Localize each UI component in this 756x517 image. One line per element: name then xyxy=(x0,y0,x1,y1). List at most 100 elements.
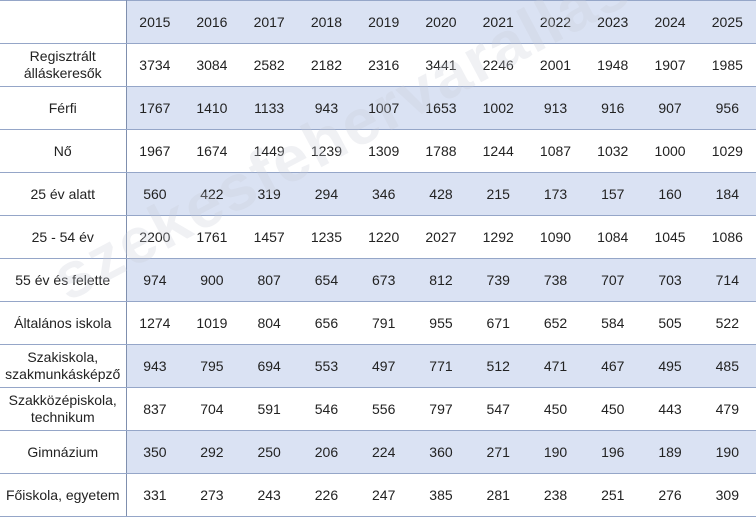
value-cell: 1292 xyxy=(469,215,527,259)
table-row: 55 év és felette 974 900 807 654 673 812 739 738… xyxy=(0,258,756,302)
row-label-line: szakmunkásképző xyxy=(5,366,121,382)
row-label: Nő xyxy=(0,129,127,173)
value-cell: 956 xyxy=(698,86,756,130)
value-cell: 1086 xyxy=(698,215,756,259)
value-cell: 673 xyxy=(355,258,413,302)
value-cell: 1032 xyxy=(584,129,642,173)
value-cell: 196 xyxy=(584,430,642,474)
value-cell: 3734 xyxy=(126,43,184,87)
year-header: 2022 xyxy=(526,0,585,44)
value-cell: 1133 xyxy=(240,86,298,130)
value-cell: 271 xyxy=(469,430,527,474)
row-label-line: Szakiskola, xyxy=(27,349,99,365)
year-header: 2020 xyxy=(412,0,470,44)
value-cell: 485 xyxy=(698,344,756,388)
row-label: 25 év alatt xyxy=(0,172,127,216)
row-label-line: Főiskola, egyetem xyxy=(5,486,120,503)
value-cell: 1045 xyxy=(641,215,699,259)
row-label-line: Szakközépiskola, xyxy=(8,392,117,408)
value-cell: 189 xyxy=(641,430,699,474)
value-cell: 694 xyxy=(240,344,298,388)
value-cell: 360 xyxy=(412,430,470,474)
value-cell: 1761 xyxy=(183,215,241,259)
row-label-line: 55 év és felette xyxy=(15,271,111,288)
value-cell: 2200 xyxy=(126,215,184,259)
row-label: Gimnázium xyxy=(0,430,127,474)
value-cell: 591 xyxy=(240,387,298,431)
value-cell: 497 xyxy=(355,344,413,388)
value-cell: 1674 xyxy=(183,129,241,173)
value-cell: 1007 xyxy=(355,86,413,130)
year-header: 2018 xyxy=(297,0,356,44)
row-label-line: technikum xyxy=(30,409,95,425)
table-row: Férfi 1767 1410 1133 943 1007 1653 1002 913 916 90… xyxy=(0,86,756,130)
value-cell: 206 xyxy=(297,430,356,474)
value-cell: 1220 xyxy=(355,215,413,259)
row-label-line: álláskeresők xyxy=(23,65,102,81)
value-cell: 671 xyxy=(469,301,527,345)
value-cell: 547 xyxy=(469,387,527,431)
value-cell: 837 xyxy=(126,387,184,431)
row-label-line: 25 - 54 év xyxy=(31,228,94,245)
value-cell: 350 xyxy=(126,430,184,474)
row-label: 25 - 54 év xyxy=(0,215,127,259)
year-header: 2024 xyxy=(641,0,699,44)
value-cell: 215 xyxy=(469,172,527,216)
row-label-line: Férfi xyxy=(48,99,77,116)
value-cell: 1309 xyxy=(355,129,413,173)
table-row: Főiskola, egyetem 331 273 243 226 247 385 281 23… xyxy=(0,473,756,517)
row-label: Szakiskola, szakmunkásképző xyxy=(0,344,127,388)
table-row: Regisztrált álláskeresők 3734 3084 2582 2182 2… xyxy=(0,43,756,87)
value-cell: 226 xyxy=(297,473,356,517)
value-cell: 1087 xyxy=(526,129,585,173)
value-cell: 1244 xyxy=(469,129,527,173)
value-cell: 251 xyxy=(584,473,642,517)
year-header: 2023 xyxy=(584,0,642,44)
value-cell: 247 xyxy=(355,473,413,517)
header-row: 2015 2016 2017 2018 2019 2020 2021 2022 2023 2024… xyxy=(0,0,756,44)
value-cell: 309 xyxy=(698,473,756,517)
year-header: 2015 xyxy=(126,0,184,44)
value-cell: 1235 xyxy=(297,215,356,259)
value-cell: 1410 xyxy=(183,86,241,130)
value-cell: 703 xyxy=(641,258,699,302)
value-cell: 704 xyxy=(183,387,241,431)
year-header: 2021 xyxy=(469,0,527,44)
value-cell: 584 xyxy=(584,301,642,345)
value-cell: 294 xyxy=(297,172,356,216)
row-label: Általános iskola xyxy=(0,301,127,345)
year-header: 2025 xyxy=(698,0,756,44)
table-row: 25 év alatt 560 422 319 294 346 428 215 173 157 16… xyxy=(0,172,756,216)
value-cell: 714 xyxy=(698,258,756,302)
value-cell: 495 xyxy=(641,344,699,388)
value-cell: 471 xyxy=(526,344,585,388)
value-cell: 1029 xyxy=(698,129,756,173)
value-cell: 974 xyxy=(126,258,184,302)
value-cell: 238 xyxy=(526,473,585,517)
value-cell: 467 xyxy=(584,344,642,388)
value-cell: 1457 xyxy=(240,215,298,259)
value-cell: 3441 xyxy=(412,43,470,87)
row-label: Férfi xyxy=(0,86,127,130)
value-cell: 2001 xyxy=(526,43,585,87)
value-cell: 505 xyxy=(641,301,699,345)
value-cell: 807 xyxy=(240,258,298,302)
value-cell: 428 xyxy=(412,172,470,216)
row-label: 55 év és felette xyxy=(0,258,127,302)
value-cell: 812 xyxy=(412,258,470,302)
value-cell: 771 xyxy=(412,344,470,388)
value-cell: 907 xyxy=(641,86,699,130)
row-label-line: Nő xyxy=(53,142,72,159)
value-cell: 292 xyxy=(183,430,241,474)
value-cell: 331 xyxy=(126,473,184,517)
row-label-line: Regisztrált xyxy=(29,48,96,64)
value-cell: 1985 xyxy=(698,43,756,87)
value-cell: 3084 xyxy=(183,43,241,87)
value-cell: 443 xyxy=(641,387,699,431)
value-cell: 791 xyxy=(355,301,413,345)
row-label-line: Gimnázium xyxy=(27,443,99,460)
row-label-line: 25 év alatt xyxy=(30,185,96,202)
value-cell: 385 xyxy=(412,473,470,517)
row-label-line: Általános iskola xyxy=(14,314,112,331)
value-cell: 2246 xyxy=(469,43,527,87)
